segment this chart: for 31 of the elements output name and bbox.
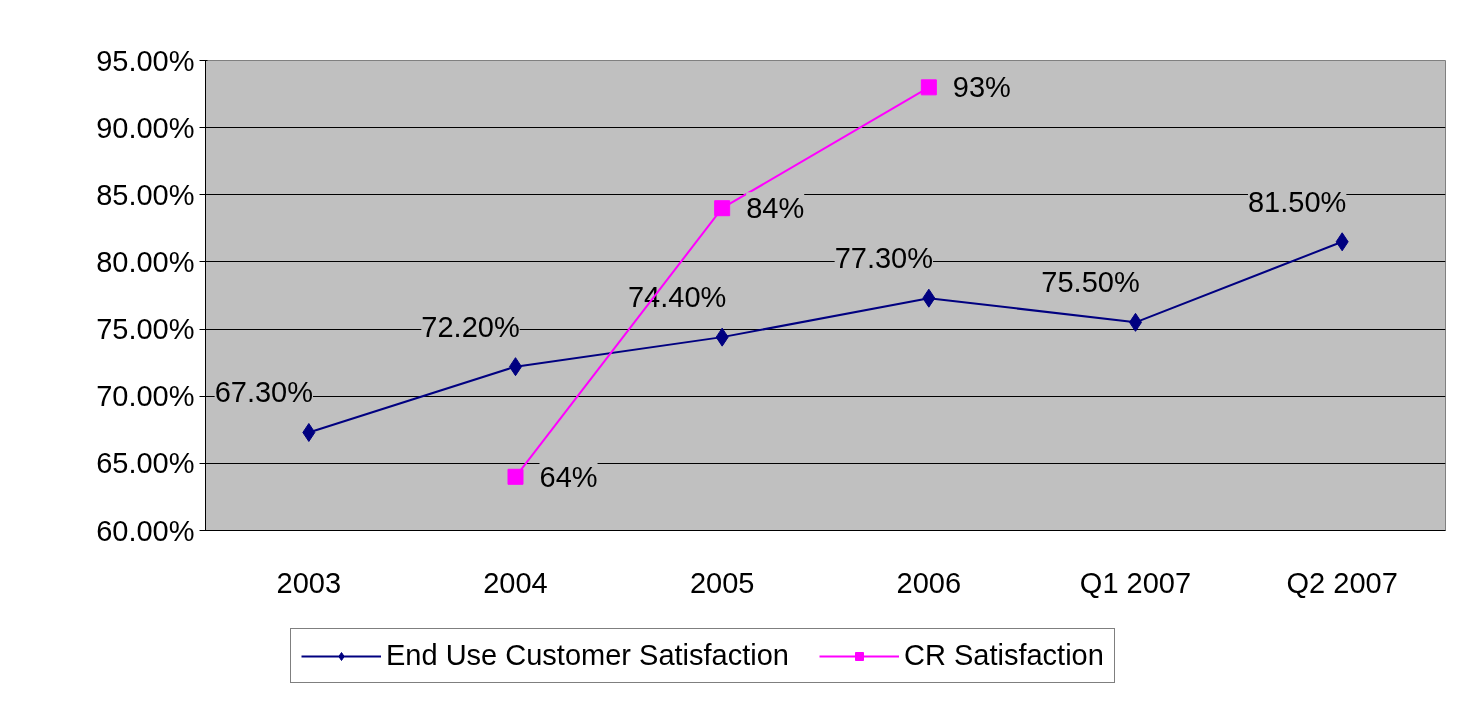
point bbox=[920, 79, 937, 96]
y-tick-label: 65.00% bbox=[96, 447, 195, 480]
y-tick-label: 95.00% bbox=[96, 44, 195, 77]
x-tick-label: Q2 2007 bbox=[1286, 566, 1398, 599]
y-tick-label: 60.00% bbox=[96, 514, 195, 547]
y-tick-label: 90.00% bbox=[96, 111, 195, 144]
data-label: 64% bbox=[539, 460, 598, 493]
legend-label: CR Satisfaction bbox=[903, 639, 1104, 672]
point bbox=[714, 200, 731, 217]
y-tick-label: 80.00% bbox=[96, 245, 195, 278]
y-tick-label: 85.00% bbox=[96, 178, 195, 211]
point bbox=[922, 288, 936, 308]
data-label: 81.50% bbox=[1247, 185, 1347, 218]
x-tick-label: 2005 bbox=[689, 566, 755, 599]
data-label: 72.20% bbox=[421, 310, 520, 343]
point bbox=[1335, 232, 1349, 252]
data-label: 93% bbox=[952, 71, 1011, 104]
x-tick-label: 2003 bbox=[276, 566, 342, 599]
data-label: 67.30% bbox=[214, 376, 314, 409]
y-tick-label: 70.00% bbox=[96, 380, 195, 413]
legend-label: End Use Customer Satisfaction bbox=[386, 639, 789, 672]
data-label: 77.30% bbox=[834, 242, 934, 275]
x-tick-label: Q1 2007 bbox=[1079, 566, 1192, 599]
x-tick-label: 2004 bbox=[483, 566, 548, 599]
point bbox=[507, 468, 524, 485]
x-tick-label: 2006 bbox=[896, 566, 962, 599]
point bbox=[715, 327, 729, 347]
point bbox=[302, 422, 316, 442]
data-label: 84% bbox=[746, 192, 805, 225]
data-label: 75.50% bbox=[1041, 266, 1140, 299]
y-tick-label: 75.00% bbox=[96, 313, 195, 346]
